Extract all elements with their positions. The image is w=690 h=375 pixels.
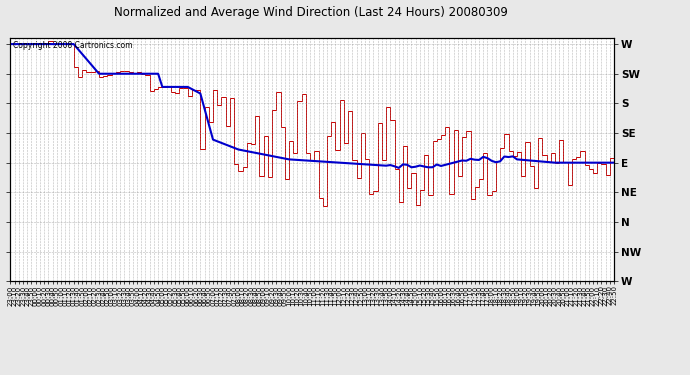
Text: Normalized and Average Wind Direction (Last 24 Hours) 20080309: Normalized and Average Wind Direction (L…	[114, 6, 507, 19]
Text: Copyright 2008 Cartronics.com: Copyright 2008 Cartronics.com	[13, 41, 133, 50]
